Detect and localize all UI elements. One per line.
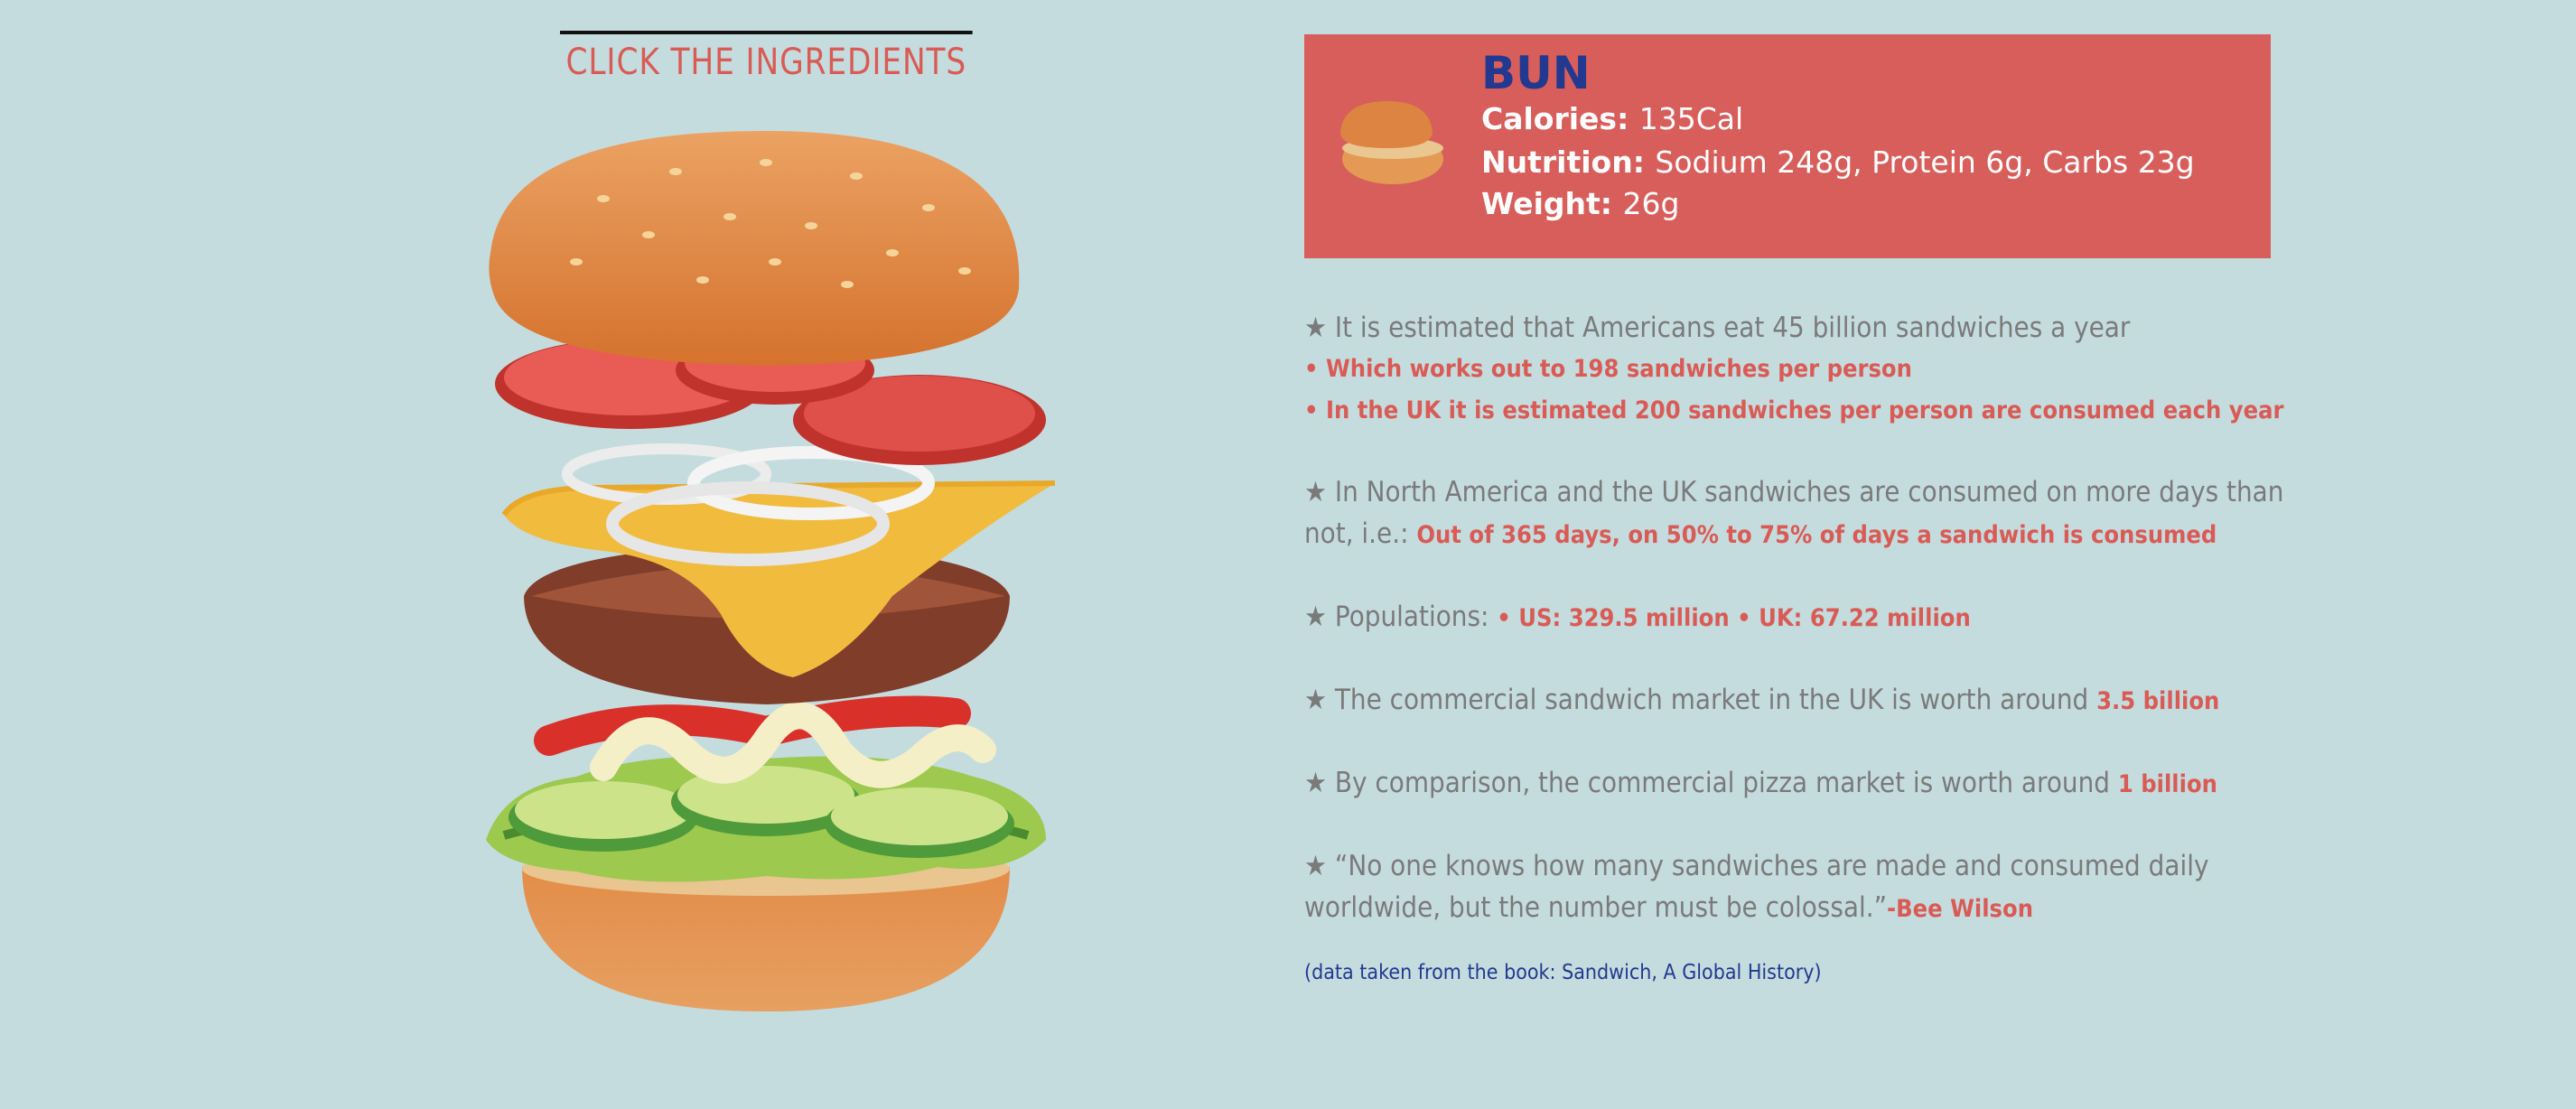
fact-highlight: 3.5 billion — [2096, 687, 2220, 715]
weight-value: 26g — [1622, 186, 1680, 221]
calories-line: Calories: 135Cal — [1481, 101, 1743, 136]
nutrition-label: Nutrition: — [1481, 144, 1645, 180]
fact-text: By comparison, the commercial pizza mark… — [1334, 767, 2118, 799]
fact-text: In North America and the UK sandwiches a… — [1304, 476, 2284, 550]
star-icon: ★ — [1304, 601, 1328, 633]
click-ingredients-heading: CLICK THE INGREDIENTS — [560, 31, 973, 83]
fact-item: ★ It is estimated that Americans eat 45 … — [1304, 307, 2288, 432]
fact-highlight: • US: 329.5 million • UK: 67.22 million — [1497, 604, 1971, 632]
burger-illustration — [486, 131, 1056, 1011]
weight-line: Weight: 26g — [1481, 186, 1679, 221]
nutrition-line: Nutrition: Sodium 248g, Protein 6g, Carb… — [1481, 144, 2195, 180]
fact-text: The commercial sandwich market in the UK… — [1334, 684, 2097, 716]
bun-top-layer[interactable] — [489, 131, 1020, 366]
ingredient-info-card: BUN Calories: 135Cal Nutrition: Sodium 2… — [1304, 34, 2271, 258]
weight-label: Weight: — [1481, 186, 1613, 221]
facts-list: ★ It is estimated that Americans eat 45 … — [1304, 307, 2298, 984]
fact-item: ★ In North America and the UK sandwiches… — [1304, 471, 2288, 556]
star-icon: ★ — [1304, 312, 1328, 344]
cucumber-layer[interactable] — [509, 766, 1014, 858]
star-icon: ★ — [1304, 850, 1328, 882]
fact-text: Populations: — [1334, 601, 1498, 633]
fact-sub: • Which works out to 198 sandwiches per … — [1304, 355, 1912, 383]
bun-icon — [1340, 101, 1443, 184]
nutrition-value: Sodium 248g, Protein 6g, Carbs 23g — [1655, 144, 2195, 180]
source-note: (data taken from the book: Sandwich, A G… — [1304, 961, 1822, 984]
fact-sub: • In the UK it is estimated 200 sandwich… — [1304, 396, 2284, 424]
fact-item: ★ By comparison, the commercial pizza ma… — [1304, 762, 2288, 806]
fact-item: ★ “No one knows how many sandwiches are … — [1304, 845, 2288, 930]
fact-highlight: 1 billion — [2117, 770, 2217, 798]
onion-layer[interactable] — [562, 443, 935, 566]
star-icon: ★ — [1304, 476, 1328, 508]
ingredient-title: BUN — [1481, 47, 1591, 99]
fact-text: It is estimated that Americans eat 45 bi… — [1334, 312, 2131, 344]
fact-highlight: Out of 365 days, on 50% to 75% of days a… — [1416, 521, 2217, 549]
mayo-layer[interactable] — [590, 702, 996, 788]
calories-label: Calories: — [1481, 101, 1629, 136]
fact-item: ★ The commercial sandwich market in the … — [1304, 679, 2288, 722]
fact-highlight: -Bee Wilson — [1887, 895, 2034, 923]
calories-value: 135Cal — [1638, 101, 1744, 136]
fact-text: “No one knows how many sandwiches are ma… — [1304, 850, 2209, 924]
fact-item: ★ Populations: • US: 329.5 million • UK:… — [1304, 596, 2288, 639]
star-icon: ★ — [1304, 684, 1328, 716]
star-icon: ★ — [1304, 767, 1328, 799]
